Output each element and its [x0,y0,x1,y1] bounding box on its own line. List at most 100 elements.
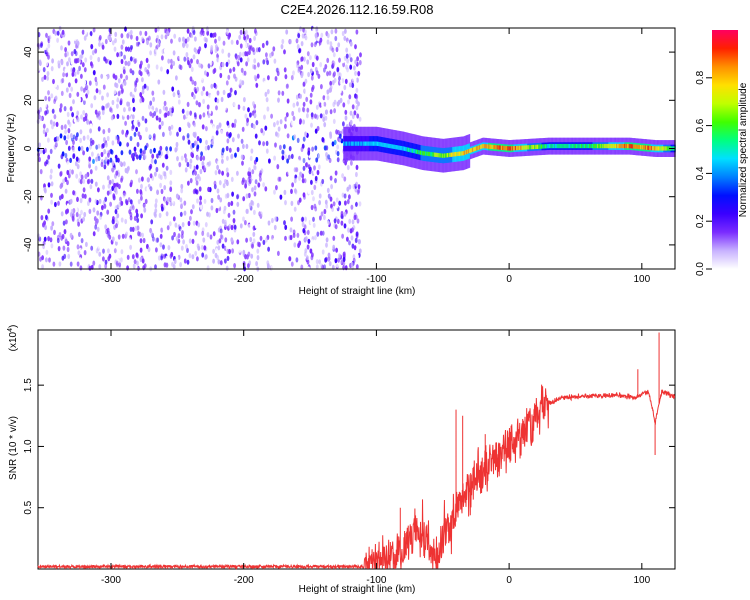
spectrogram-trace-core [468,149,470,154]
spectrogram-speckle [154,264,157,270]
spectrogram-speckle [355,87,359,93]
spectrogram-trace-core [453,152,456,157]
spectrogram-speckle [248,167,251,173]
spectrogram-speckle [258,172,262,178]
spectrogram-trace-core [509,146,511,151]
spectrogram-speckle [50,225,53,231]
spectrogram-speckle [349,110,353,116]
spectrogram-speckle [80,209,83,215]
spectrogram-speckle [66,203,70,209]
colorbar-tick-label: 0.2 [695,214,706,228]
spectrogram-speckle [200,151,204,157]
spectrogram-trace-core [558,143,560,149]
spectrogram-speckle [126,166,130,172]
spectrogram-speckle [316,125,320,132]
spectrogram-trace-core [460,151,462,156]
spectrogram-speckle [318,193,322,199]
spectrogram-speckle [224,237,228,243]
spectrogram-speckle [115,260,119,266]
spectrogram-speckle [99,211,103,217]
spectrogram-speckle [305,144,309,151]
spectrogram-trace-core [575,143,577,149]
spectrogram-speckle [249,112,252,118]
spectrogram-speckle [357,184,361,190]
spectrogram-speckle [207,63,211,69]
spectrogram-speckle [257,62,260,68]
spectrogram-speckle [96,153,100,159]
spectrogram-speckle [73,35,77,42]
spectrogram-speckle [60,78,64,84]
spectrogram-speckle [104,75,108,81]
spectrogram-speckle [148,165,152,171]
spectrogram-trace-core [481,144,483,149]
spectrogram-speckle [50,66,54,72]
spectrogram-speckle [191,238,195,244]
spectrogram-speckle [168,125,172,132]
spectrogram-trace-core [617,143,620,149]
spectrogram-speckle [279,119,283,125]
spectrogram-speckle [83,95,87,101]
spectrogram-speckle [195,64,199,70]
spectrogram-speckle [302,192,306,198]
spectrogram-trace-core [644,145,646,150]
spectrogram-speckle [136,92,139,98]
spectrogram-speckle [101,44,105,50]
spectrogram-speckle [68,82,71,88]
spectrogram-speckle [226,255,230,261]
spectrogram-speckle [258,140,261,146]
spectrogram-speckle [136,260,139,266]
spectrogram-speckle [233,184,237,191]
spectrogram-speckle [175,141,179,148]
spectrogram-speckle [130,40,133,46]
spectrogram-trace-core [343,141,345,146]
colorbar-tick-label: 0.0 [695,262,706,276]
spectrogram-speckle [83,211,87,218]
spectrogram-trace-core [530,145,532,150]
spectrogram-trace-core [395,145,397,150]
spectrogram-trace-core [484,144,486,149]
spectrogram-speckle [97,56,101,63]
spectrogram-trace-core [459,151,461,156]
spectrogram-speckle [171,178,175,184]
spectrogram-speckle [171,235,175,241]
spectrogram-speckle [305,162,308,168]
spectrogram-trace-core [590,143,592,149]
spectrogram-speckle [275,185,278,191]
spectrogram-speckle [53,98,56,104]
spectrogram-speckle [225,61,229,67]
spectrogram-speckle [227,52,231,58]
spectrogram-speckle [53,114,57,120]
spectrogram-speckle [97,110,101,116]
spectrogram-speckle [52,78,55,85]
spectrogram-speckle [226,131,229,137]
spectrogram-speckle [97,180,101,186]
spectrogram-speckle [81,49,85,55]
spectrogram-speckle [47,90,50,96]
spectrogram-speckle [107,164,111,170]
spectrogram-trace-core [539,144,542,149]
colorbar-tick-label: 0.6 [695,118,706,132]
spectrogram-trace-core [496,145,499,150]
spectrogram-speckle [192,189,196,195]
spectrogram-speckle [72,153,76,159]
spectrogram-speckle [240,138,244,144]
spectrogram-trace-core [560,143,562,149]
spectrogram-speckle [211,135,215,141]
spectrogram-speckle [168,221,172,227]
spectrogram-speckle [187,180,190,186]
spectrogram-trace-core [625,143,628,149]
spectrogram-trace-core [664,146,667,151]
spectrogram-speckle [94,181,98,187]
spectrogram-speckle [286,83,289,89]
spectrogram-trace-core [377,141,379,146]
spectrogram-speckle [217,160,221,166]
spectrogram-speckle [357,101,360,107]
spectrogram-trace-core [555,143,557,149]
spectrogram-speckle [279,194,283,200]
spectrogram-speckle [160,66,163,72]
spectrogram-trace-core [565,143,567,149]
spectrogram-trace-core [640,145,642,150]
spectrogram-speckle [85,84,89,90]
snr-scale-note: (x104) [7,325,19,352]
spectrogram-trace-core [391,144,393,149]
